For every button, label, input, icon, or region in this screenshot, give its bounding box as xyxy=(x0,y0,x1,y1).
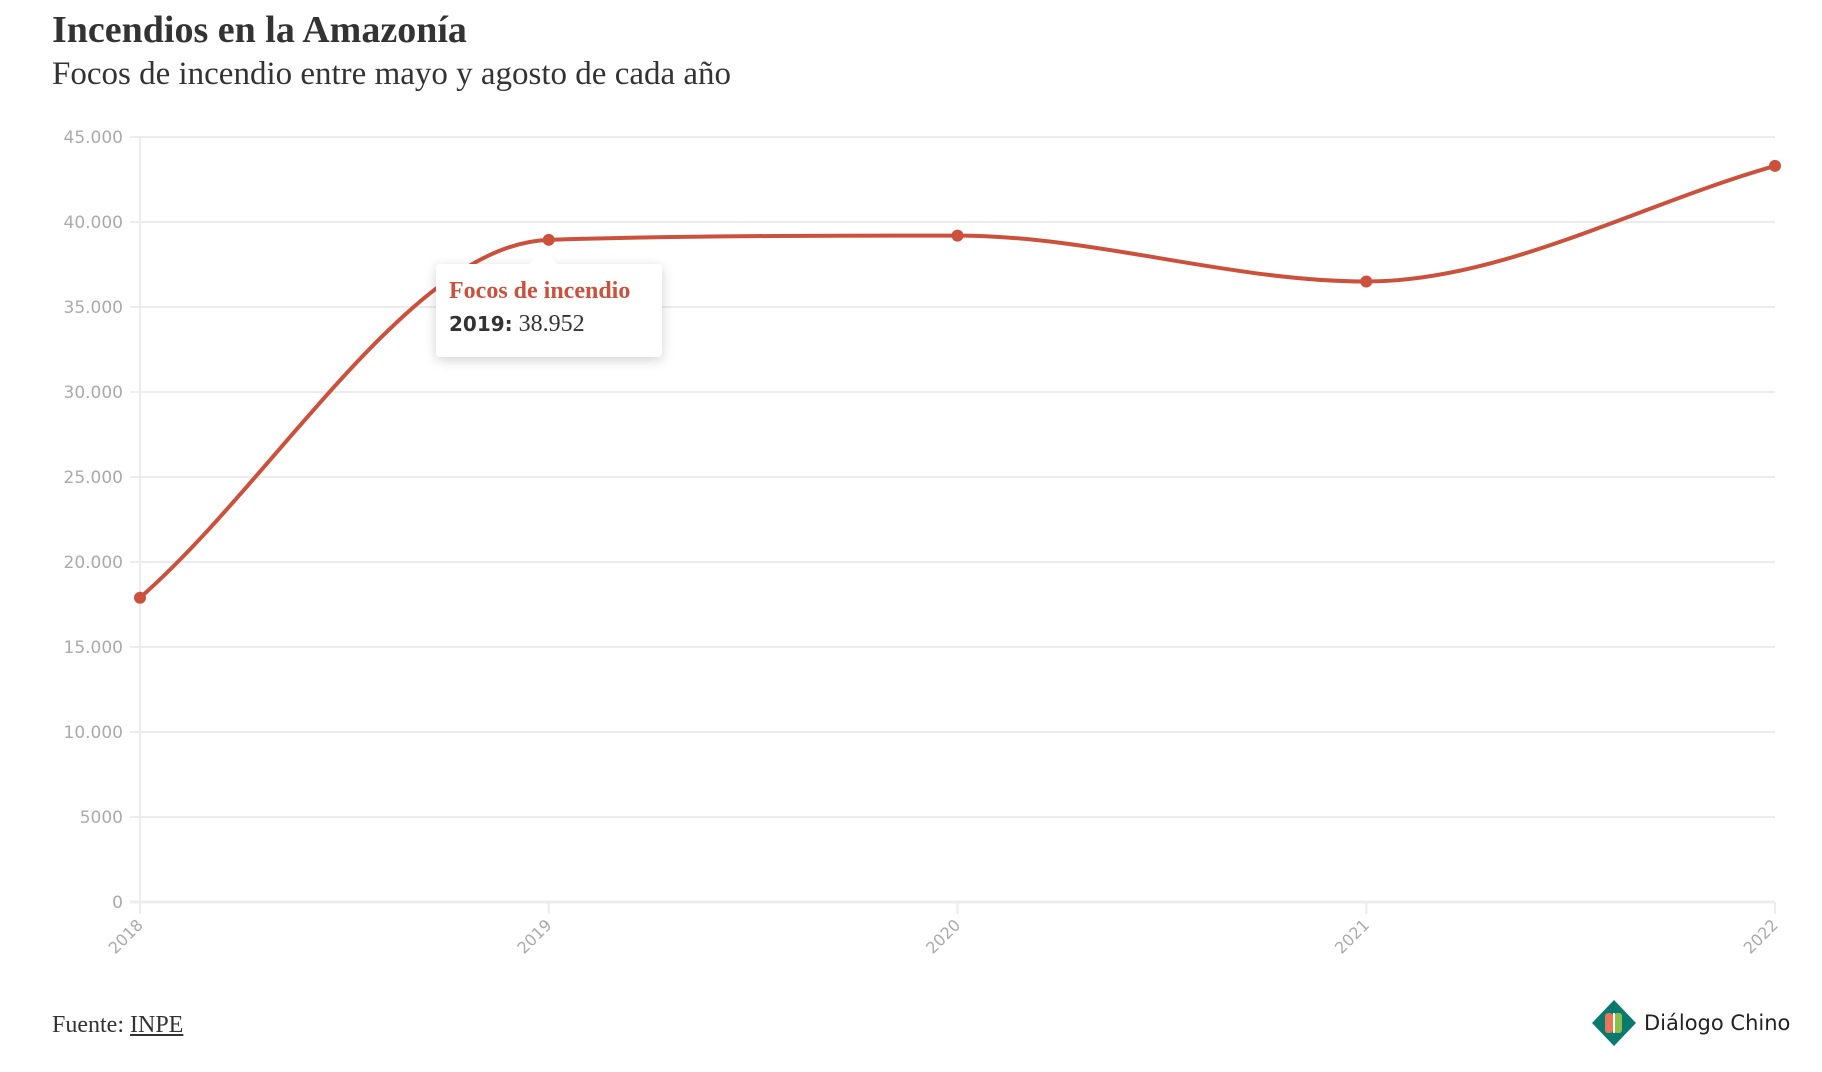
y-tick-label: 45.000 xyxy=(64,128,123,148)
y-tick-label: 35.000 xyxy=(64,298,123,318)
logo[interactable]: Diálogo Chino xyxy=(1592,1000,1790,1046)
tooltip-series: Focos de incendio xyxy=(449,278,631,304)
x-tick-label: 2021 xyxy=(1331,915,1373,957)
y-tick-label: 25.000 xyxy=(64,468,123,488)
logo-text: Diálogo Chino xyxy=(1644,1011,1791,1035)
y-tick-label: 15.000 xyxy=(64,638,123,658)
data-point xyxy=(542,233,555,246)
y-tick-label: 0 xyxy=(112,893,123,913)
data-point xyxy=(1769,159,1781,172)
series-line xyxy=(138,163,1776,600)
chart-subtitle: Focos de incendio entre mayo y agosto de… xyxy=(52,56,732,92)
y-tick-label: 40.000 xyxy=(64,213,123,233)
data-point xyxy=(1360,275,1373,288)
chart-title: Incendios en la Amazonía xyxy=(52,9,467,51)
y-tick-label: 20.000 xyxy=(64,553,123,573)
y-tick-label: 30.000 xyxy=(64,383,123,403)
tooltip: Focos de incendio 2019: 38.952 xyxy=(436,250,662,357)
x-tick-label: 2018 xyxy=(105,915,147,957)
data-point xyxy=(951,229,964,242)
x-tick-label: 2022 xyxy=(1740,915,1782,957)
source-note: Fuente: INPE xyxy=(52,1012,183,1039)
y-tick-label: 5000 xyxy=(80,808,123,828)
y-tick-label: 10.000 xyxy=(64,723,123,743)
source-label: Fuente: xyxy=(52,1012,124,1038)
x-tick-label: 2019 xyxy=(513,915,555,957)
data-point xyxy=(134,591,146,604)
tooltip-value: 38.952 xyxy=(518,311,585,337)
x-tick-label: 2020 xyxy=(922,915,964,957)
tooltip-year: 2019: xyxy=(449,312,513,336)
logo-diamond-icon xyxy=(1592,1000,1636,1046)
source-link[interactable]: INPE xyxy=(130,1012,184,1038)
